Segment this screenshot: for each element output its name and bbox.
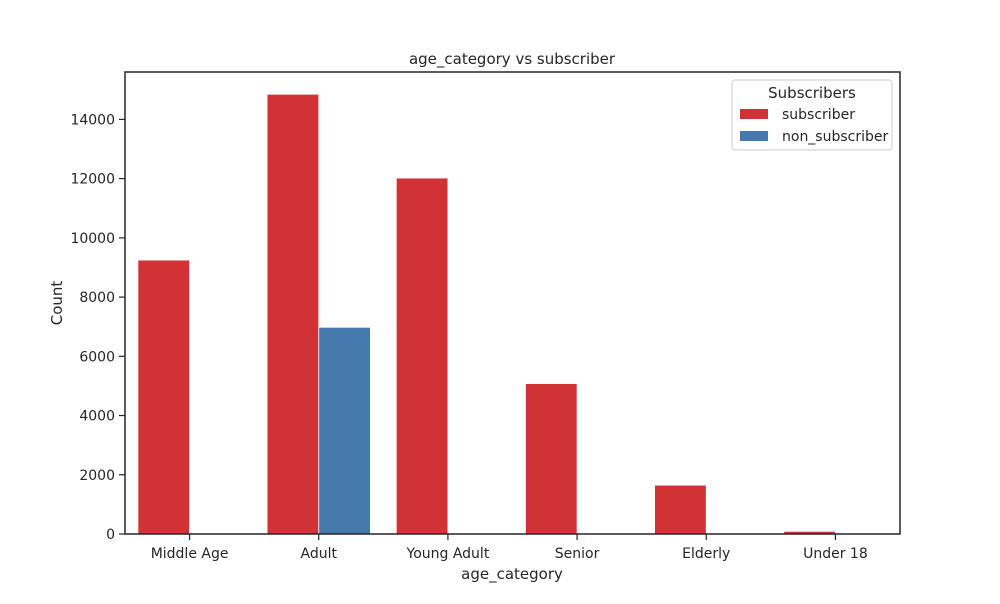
y-tick-label: 0 (106, 527, 115, 543)
legend-box (731, 79, 893, 151)
y-tick-label: 6000 (79, 349, 115, 365)
legend-swatch-non-subscriber (740, 131, 768, 141)
legend-label-subscriber: subscriber (782, 107, 855, 123)
plot-frame (124, 71, 901, 535)
y-axis: 0 2000 4000 6000 8000 10000 12000 14000 (70, 112, 125, 543)
x-tick-label: Young Adult (406, 546, 490, 562)
bar-subscriber-young-adult (395, 177, 449, 535)
x-tick-label: Middle Age (151, 546, 229, 562)
bars-group (137, 93, 836, 535)
x-axis-label: age_category (461, 565, 563, 584)
legend-title: Subscribers (768, 84, 856, 102)
y-tick-label: 10000 (70, 231, 115, 247)
chart-title: age_category vs subscriber (409, 50, 616, 69)
bar-subscriber-senior (525, 383, 578, 535)
x-tick-label: Senior (555, 546, 600, 562)
x-axis: Middle Age Adult Young Adult Senior Elderly U… (151, 534, 868, 562)
x-tick-label: Adult (301, 546, 338, 562)
y-tick-label: 12000 (70, 172, 115, 188)
x-tick-label: Elderly (682, 546, 730, 562)
y-tick-label: 14000 (70, 112, 115, 128)
legend-swatch-subscriber (740, 109, 768, 119)
bar-subscriber-adult (266, 93, 320, 535)
bar-subscriber-middle-age (137, 259, 190, 535)
bar-subscriber-elderly (654, 484, 707, 535)
y-axis-label: Count (48, 281, 66, 326)
legend: Subscribers subscriber non_subscriber (731, 79, 893, 151)
legend-label-non-subscriber: non_subscriber (782, 129, 889, 145)
x-tick-label: Under 18 (803, 546, 868, 562)
bar-non-subscriber-adult (318, 326, 371, 535)
y-tick-label: 2000 (79, 468, 115, 484)
y-tick-label: 4000 (79, 409, 115, 425)
y-tick-label: 8000 (79, 290, 115, 306)
